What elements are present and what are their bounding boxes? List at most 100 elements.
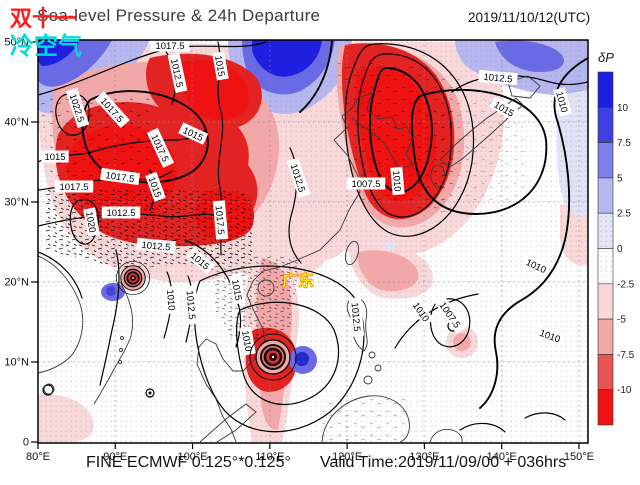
colorbar-cell-stipple (598, 213, 613, 249)
isobar-label: 1015 (212, 51, 229, 81)
colorbar-cell-stipple (598, 248, 613, 284)
lon-tick-label: 90°E (103, 451, 127, 463)
colorbar-tick-label: 2.5 (617, 209, 631, 220)
isobar-label-box (65, 87, 90, 129)
isobar-label-text: 1012.5 (349, 302, 362, 332)
graticule (38, 40, 588, 443)
isobar-label-text: 1007.5 (351, 179, 380, 190)
lon-tick-label: 120°E (332, 451, 362, 463)
isobar-label-box (41, 150, 69, 163)
cyclone-symbols (116, 261, 297, 381)
isobar-label: 1015 (41, 150, 69, 163)
lat-tick-label: 0 (23, 437, 29, 449)
colorbar-tick-label: -10 (617, 385, 632, 396)
isobar-label-box (145, 171, 166, 202)
isobar-label: 1017.5 (213, 200, 229, 240)
colorbar-cell (597, 107, 614, 143)
cyclone-eye (132, 277, 134, 279)
colorbar-tick-label: -2.5 (617, 279, 635, 290)
isobar-label: 1012.5 (101, 206, 141, 219)
colorbar-cell (597, 142, 614, 179)
isobar-label-box (348, 297, 365, 337)
isobar-label-text: 1015 (212, 55, 227, 78)
isobar-label-box (212, 51, 229, 81)
isobar-label-text: 1012.5 (483, 72, 513, 85)
lat-tick-label: 20°N (4, 277, 29, 289)
isobar-label-box (390, 166, 405, 196)
isobar-label-text: 1012.5 (141, 240, 171, 253)
guangdong-label: 广东 (282, 271, 314, 290)
isobar-label-box (178, 122, 209, 145)
lat-tick-label: 10°N (4, 357, 29, 369)
isobar-label-box (553, 87, 572, 117)
isobar-label-text: 1017.5 (59, 182, 88, 193)
isobar-label-box (346, 177, 386, 190)
longitude-axis: 80°E 90°E 100°E 110°E 120°E 130°E 140°E 150°E (26, 443, 594, 463)
isobar-label-text: 1010 (164, 289, 177, 311)
isobar-label-box (434, 295, 467, 334)
colorbar-cell (597, 71, 614, 108)
colorbar-tick-label: 7.5 (617, 138, 631, 149)
model-resolution-label: FINE ECMWF 0.125°*0.125° (86, 454, 291, 471)
isobar-label-box (83, 207, 100, 237)
lat-tick-label: 40°N (4, 117, 29, 129)
isobar-label: 1012.5 (136, 237, 176, 254)
cyclone-ring (116, 261, 150, 295)
isobar-label-box (183, 285, 200, 325)
isobar-label: 1010 (390, 166, 405, 196)
isobar-label: 1017.5 (150, 40, 190, 52)
colorbar-title: δP (598, 50, 614, 65)
annotation-cold-air: 冷空气 (10, 32, 82, 60)
cyclone-bay-of-bengal (116, 261, 150, 295)
lon-tick-label: 130°E (409, 451, 439, 463)
isobar-label-box (136, 237, 176, 254)
isobar-label-text: 1015 (44, 152, 65, 163)
isobar-label-text: 1017.5 (155, 41, 184, 52)
colorbar-cells (597, 71, 614, 426)
isobar-label-box (521, 254, 552, 277)
isobar-label-text: 1020 (83, 211, 98, 234)
lat-tick-label: 30°N (4, 197, 29, 209)
isobar-label: 1012.5 (183, 285, 200, 325)
terrain-speckle (40, 60, 530, 440)
isobar-label-text: 1010 (239, 330, 254, 353)
colorbar-cell (597, 283, 614, 320)
lon-tick-label: 80°E (26, 451, 50, 463)
page-title: Sea-level Pressure & 24h Departure (37, 6, 321, 25)
isobar-label: 1012.5 (478, 69, 518, 85)
colorbar-cell (597, 354, 614, 390)
isobar-label-box (164, 285, 179, 315)
colorbar-tick-label: 0 (617, 244, 623, 255)
cyclone-ring (249, 333, 297, 381)
isobar-label-box (535, 325, 566, 346)
cyclone-eye (271, 355, 275, 359)
isobar-label-text: 1015 (229, 279, 244, 302)
isobar-label: 1010 (553, 87, 572, 117)
isobar-label: 1007.5 (346, 177, 386, 190)
coastlines (38, 75, 541, 443)
isobar-label-box (100, 167, 141, 186)
lon-tick-label: 110°E (255, 451, 284, 463)
annotation-double11: 双十一 (10, 7, 77, 32)
isobar-label-box (286, 157, 311, 199)
colorbar-tick-label: -7.5 (617, 350, 635, 361)
colorbar-cell (597, 389, 614, 426)
lon-tick-label: 150°E (564, 451, 594, 463)
isobar-label-box (54, 180, 94, 193)
isobar-label-text: 1012.5 (184, 290, 197, 320)
isobar-label-box (94, 91, 130, 129)
lat-tick-label: 50°N (4, 37, 29, 49)
isobar-label-box (150, 40, 190, 52)
isobar-label-box (408, 297, 435, 327)
isobar-contours (38, 40, 588, 433)
isobar-label: 1015 (229, 275, 246, 305)
latitude-axis: 50°N 40°N 30°N 20°N 10°N 0 (4, 37, 38, 449)
isobar-label-text: 1010 (553, 91, 569, 114)
isobar-label-box (185, 247, 215, 275)
colorbar: δP 10 7.5 5 2.5 0 -2.5 -5 -7.5 -10 (597, 50, 635, 426)
valid-time-label: Valid Time:2019/11/09/00 + 036hrs (320, 454, 567, 471)
isobar-label: 1017.5 (54, 180, 94, 193)
isobar-label-box (101, 206, 141, 219)
